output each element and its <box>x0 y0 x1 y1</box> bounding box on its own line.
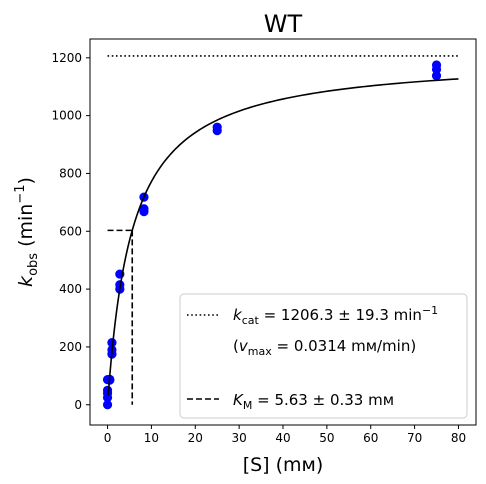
y-axis-ticks: 0 200 400 600 800 1000 1200 <box>51 51 90 412</box>
data-point <box>139 204 149 214</box>
legend-box <box>179 293 468 419</box>
x-tick-label: 60 <box>363 431 378 445</box>
y-tick-label: 200 <box>59 340 82 354</box>
legend-km-label: KM = 5.63 ± 0.33 mм <box>233 391 394 412</box>
data-point <box>107 337 117 348</box>
y-tick-label: 0 <box>74 398 82 412</box>
data-point <box>212 122 222 132</box>
x-axis-ticks: 0 10 20 30 40 50 60 70 80 <box>104 425 466 445</box>
x-tick-label: 30 <box>231 431 246 445</box>
data-point <box>102 400 113 410</box>
y-tick-label: 1000 <box>51 109 82 123</box>
legend-vmax-label: (vmax = 0.0314 mм/min) <box>233 337 416 358</box>
chart-title: WT <box>264 10 303 38</box>
data-point <box>102 385 113 395</box>
x-tick-label: 0 <box>104 431 112 445</box>
y-tick-label: 800 <box>59 166 82 180</box>
data-point <box>431 71 442 81</box>
fit-curve <box>107 78 459 396</box>
y-tick-label: 400 <box>59 282 82 296</box>
plot-area: 0 10 20 30 40 50 60 70 80 0 200 400 600 800 1000 1200 <box>51 38 477 445</box>
data-point <box>431 60 442 70</box>
x-tick-label: 40 <box>275 431 290 445</box>
x-tick-label: 10 <box>144 431 159 445</box>
plot-frame <box>89 38 477 426</box>
legend: kcat = 1206.3 ± 19.3 min−1 (vmax = 0.031… <box>179 293 468 419</box>
km-dashed-line <box>107 229 134 405</box>
y-axis-label: kobs (min−1) <box>13 177 41 287</box>
y-tick-label: 1200 <box>51 51 82 65</box>
y-tick-label: 600 <box>59 224 82 238</box>
x-tick-label: 70 <box>407 431 422 445</box>
legend-kcat-label: kcat = 1206.3 ± 19.3 min−1 <box>233 304 438 327</box>
x-axis-label: [S] (mм) <box>243 454 324 476</box>
x-tick-label: 80 <box>451 431 466 445</box>
x-tick-label: 20 <box>188 431 203 445</box>
x-tick-label: 50 <box>319 431 334 445</box>
